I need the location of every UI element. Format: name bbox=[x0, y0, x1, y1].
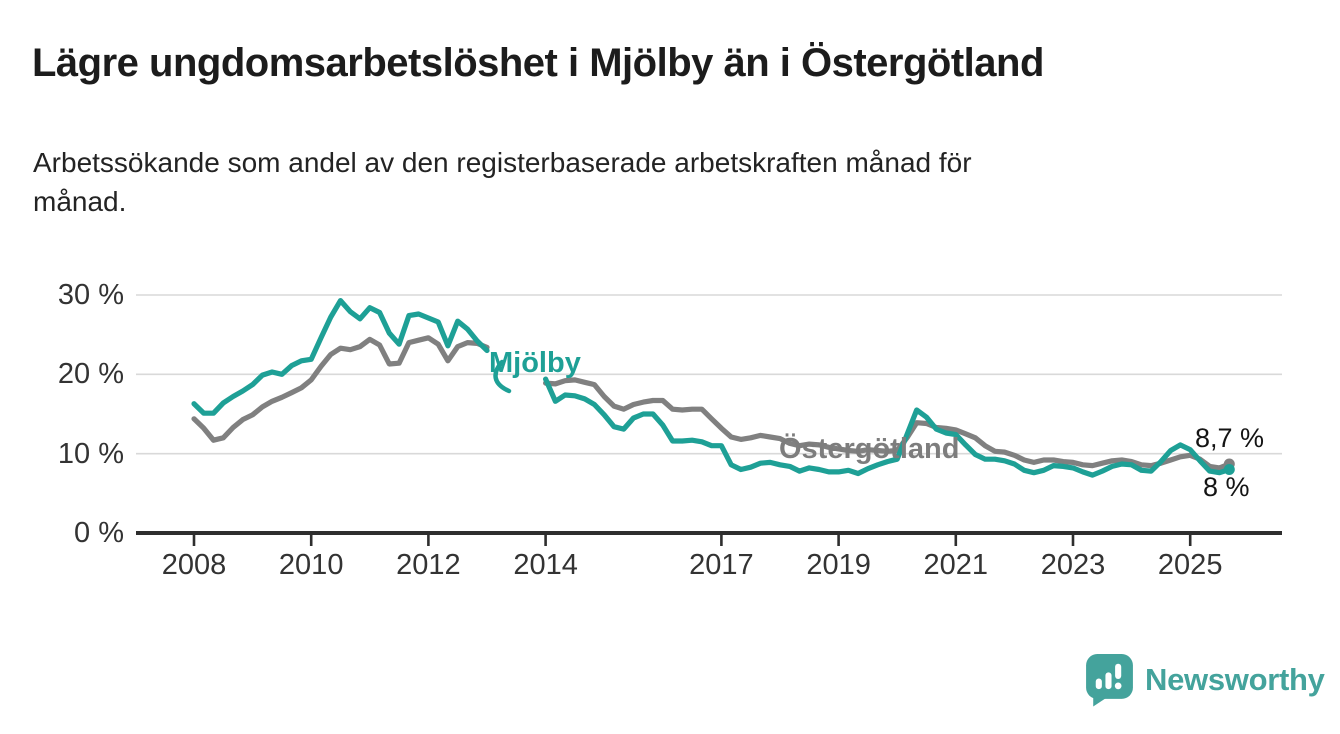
y-axis-label: 30 % bbox=[57, 279, 124, 311]
x-axis-label: 2021 bbox=[923, 549, 989, 581]
newsworthy-logo: Newsworthy bbox=[1084, 652, 1325, 707]
mjolby-end-value: 8 % bbox=[1203, 472, 1250, 502]
x-axis-label: 2008 bbox=[161, 549, 227, 581]
x-axis-label: 2012 bbox=[396, 549, 461, 581]
newsworthy-logo-icon bbox=[1086, 654, 1133, 707]
chart-subtitle-line2: månad. bbox=[33, 186, 127, 217]
x-axis-label: 2025 bbox=[1157, 549, 1223, 581]
x-axis-label: 2019 bbox=[806, 549, 871, 581]
x-axis-label: 2014 bbox=[513, 549, 578, 581]
y-axis-label: 10 % bbox=[57, 437, 124, 470]
chart-title: Lägre ungdomsarbetslöshet i Mjölby än i … bbox=[32, 41, 1044, 85]
newsworthy-logo-text: Newsworthy bbox=[1145, 661, 1325, 697]
x-axis-label: 2010 bbox=[278, 549, 344, 581]
x-axis-label: 2023 bbox=[1040, 549, 1106, 581]
ostergotland-series-label: Östergötland bbox=[779, 433, 960, 465]
chart-subtitle: Arbetssökande som andel av den registerb… bbox=[33, 143, 1293, 221]
x-axis-label: 2017 bbox=[689, 549, 754, 581]
ostergotland-end-value: 8,7 % bbox=[1195, 423, 1265, 453]
mjolby-series-label: Mjölby bbox=[489, 347, 581, 379]
y-axis-label: 0 % bbox=[74, 517, 124, 549]
y-axis-label: 20 % bbox=[57, 358, 124, 391]
chart-subtitle-line1: Arbetssökande som andel av den registerb… bbox=[33, 147, 972, 178]
